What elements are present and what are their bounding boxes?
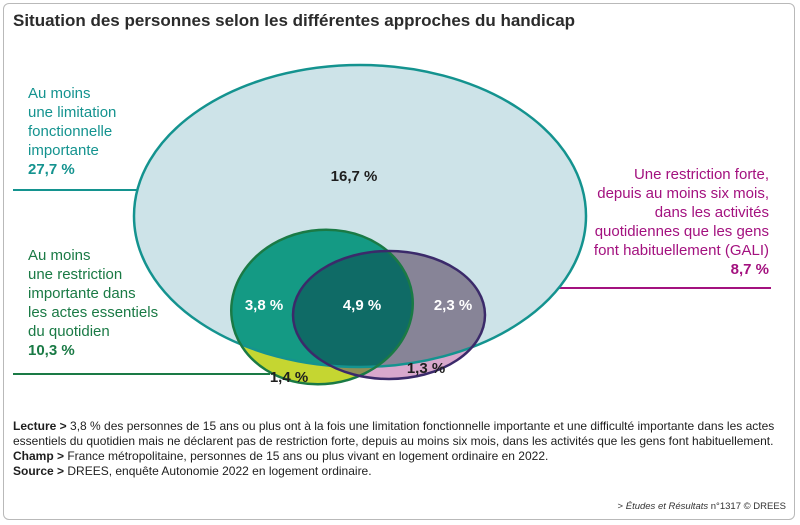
- chart-notes: Lecture > 3,8 % des personnes de 15 ans …: [13, 419, 783, 479]
- footer-publication: Études et Résultats: [625, 501, 709, 512]
- chart-title: Situation des personnes selon les différ…: [13, 11, 576, 30]
- restriction-set-label: Au moins une restriction importante dans…: [28, 246, 158, 360]
- champ-text: France métropolitaine, personnes de 15 a…: [64, 449, 549, 463]
- region-label-limitation-gali: 2,3 %: [434, 297, 472, 314]
- limitation-label-line: Au moins: [28, 85, 91, 102]
- restriction-total: 10,3 %: [28, 342, 75, 359]
- limitation-outline: [132, 63, 588, 369]
- footer-prefix: >: [617, 501, 626, 512]
- gali-label-line: font habituellement (GALI): [593, 242, 769, 259]
- champ-key: Champ >: [13, 449, 65, 463]
- restriction-label-line: Au moins: [28, 247, 91, 264]
- region-label-limitation-only: 16,7 %: [331, 168, 378, 185]
- source-key: Source >: [13, 464, 65, 478]
- gali-label-line: quotidiennes que les gens: [594, 223, 769, 240]
- gali-outline: [291, 249, 487, 381]
- source-note: Source > DREES, enquête Autonomie 2022 e…: [13, 464, 783, 479]
- gali-label-line: dans les activités: [654, 204, 769, 221]
- publication-footer: > Études et Résultats n°1317 © DREES: [618, 501, 786, 512]
- restriction-label-line: une restriction: [28, 266, 123, 283]
- triple-intersection-region: [293, 251, 423, 367]
- restriction-label-line: les actes essentiels: [28, 304, 159, 321]
- region-label-restriction-only: 1,4 %: [270, 369, 308, 386]
- region-label-all-three: 4,9 %: [343, 297, 381, 314]
- restriction-outline: [230, 228, 414, 386]
- gali-label-line: depuis au moins six mois,: [597, 185, 769, 202]
- region-label-gali-only: 1,3 %: [407, 360, 445, 377]
- champ-note: Champ > France métropolitaine, personnes…: [13, 449, 783, 464]
- source-text: DREES, enquête Autonomie 2022 en logemen…: [64, 464, 372, 478]
- lecture-key: Lecture >: [13, 419, 67, 433]
- region-label-limitation-restriction: 3,8 %: [245, 297, 283, 314]
- gali-total: 8,7 %: [730, 261, 769, 278]
- restriction-label-line: du quotidien: [28, 323, 110, 340]
- lecture-text: 3,8 % des personnes de 15 ans ou plus on…: [13, 419, 775, 448]
- footer-suffix: n°1317 © DREES: [708, 501, 786, 512]
- limitation-label-line: fonctionnelle: [28, 123, 113, 140]
- gali-label-line: Une restriction forte,: [633, 166, 769, 183]
- limitation-label-line: une limitation: [28, 104, 117, 121]
- gali-set-label: Une restriction forte, depuis au moins s…: [594, 165, 769, 279]
- restriction-label-line: importante dans: [28, 285, 136, 302]
- lecture-note: Lecture > 3,8 % des personnes de 15 ans …: [13, 419, 783, 449]
- limitation-total: 27,7 %: [28, 161, 75, 178]
- limitation-set-label: Au moins une limitation fonctionnelle im…: [28, 84, 116, 179]
- limitation-label-line: importante: [28, 142, 99, 159]
